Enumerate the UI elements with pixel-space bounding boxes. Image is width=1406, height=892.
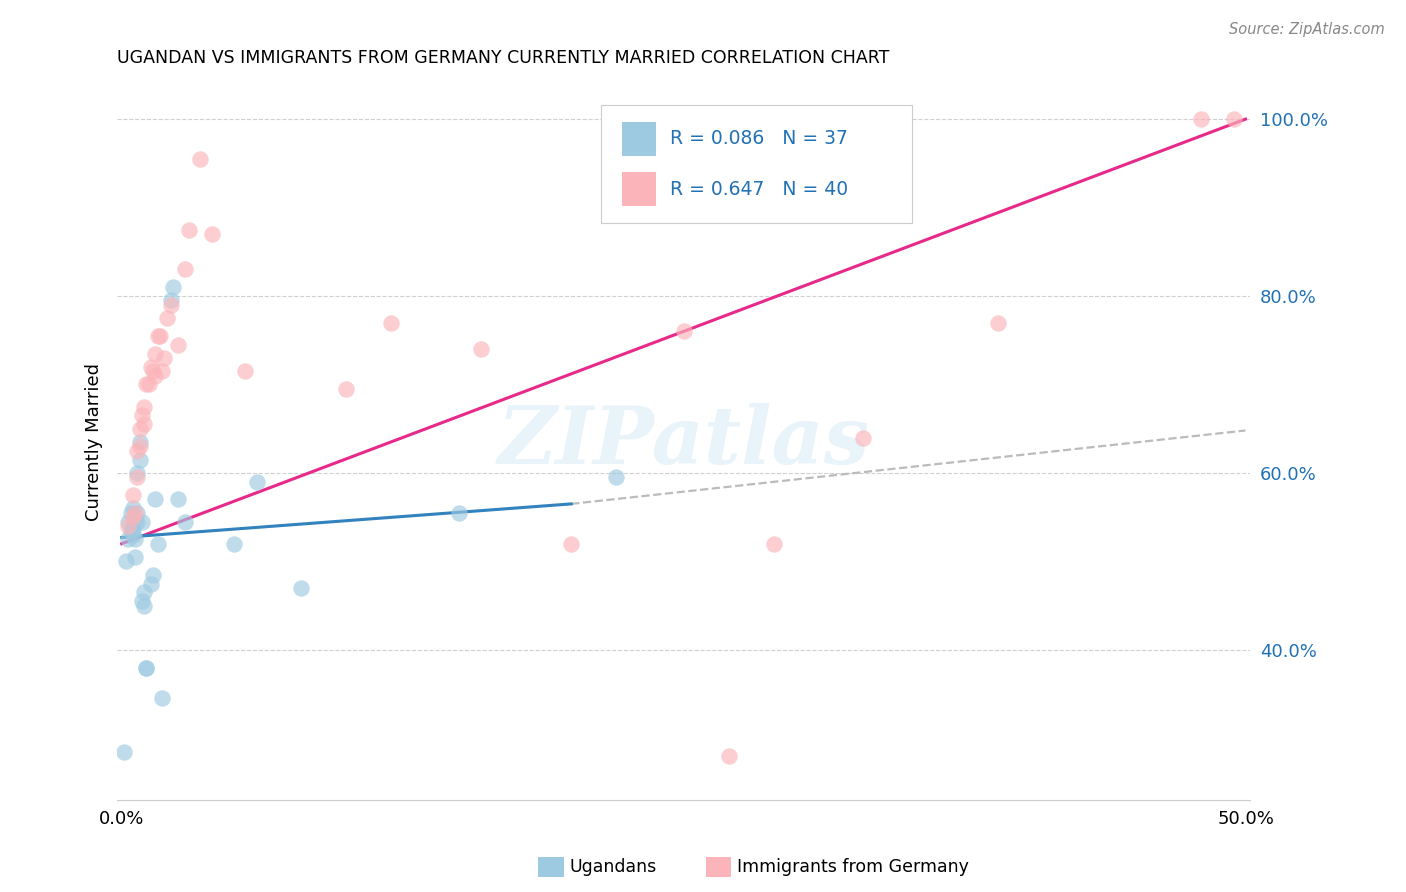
Point [1223, 112, 1246, 127]
Point [131, 594, 153, 608]
Point [153, 351, 176, 365]
Text: UGANDAN VS IMMIGRANTS FROM GERMANY CURRENTLY MARRIED CORRELATION CHART: UGANDAN VS IMMIGRANTS FROM GERMANY CURRE… [117, 49, 890, 67]
Point [135, 377, 157, 392]
Point [145, 368, 167, 383]
Point [173, 515, 195, 529]
Point [122, 501, 145, 516]
Point [122, 528, 145, 542]
Point [245, 475, 267, 489]
Point [131, 515, 153, 529]
FancyBboxPatch shape [623, 172, 657, 206]
Point [124, 549, 146, 564]
Point [560, 537, 582, 551]
Point [605, 470, 627, 484]
Point [134, 599, 156, 613]
Point [117, 533, 139, 547]
Point [290, 581, 312, 595]
Point [335, 382, 357, 396]
Point [167, 337, 190, 351]
Point [138, 377, 160, 392]
Point [162, 280, 184, 294]
Point [124, 515, 146, 529]
Point [987, 316, 1010, 330]
Point [233, 364, 256, 378]
Point [139, 576, 162, 591]
Point [127, 506, 149, 520]
Point [128, 434, 150, 449]
Point [173, 262, 195, 277]
Point [122, 488, 145, 502]
Point [145, 492, 167, 507]
Point [380, 316, 402, 330]
Point [128, 422, 150, 436]
Point [717, 749, 740, 764]
Point [135, 660, 157, 674]
Point [117, 515, 139, 529]
Point [145, 346, 167, 360]
Point [179, 222, 201, 236]
Point [156, 311, 179, 326]
Point [188, 152, 211, 166]
Point [150, 364, 173, 378]
Point [139, 359, 162, 374]
Point [124, 533, 146, 547]
Y-axis label: Currently Married: Currently Married [86, 363, 103, 521]
Point [149, 328, 172, 343]
Point [120, 506, 142, 520]
Point [135, 660, 157, 674]
Point [117, 519, 139, 533]
Point [852, 431, 875, 445]
Point [127, 466, 149, 480]
Point [200, 227, 222, 241]
Point [470, 342, 492, 356]
Text: Immigrants from Germany: Immigrants from Germany [737, 858, 969, 876]
Point [134, 585, 156, 599]
Point [142, 567, 165, 582]
Point [128, 439, 150, 453]
Point [142, 364, 165, 378]
Point [134, 400, 156, 414]
Point [447, 506, 470, 520]
Point [134, 417, 156, 432]
Text: R = 0.647   N = 40: R = 0.647 N = 40 [671, 179, 848, 199]
Point [127, 515, 149, 529]
Point [1189, 112, 1212, 127]
FancyBboxPatch shape [600, 105, 912, 223]
Point [122, 510, 145, 524]
Text: Source: ZipAtlas.com: Source: ZipAtlas.com [1229, 22, 1385, 37]
Point [120, 524, 142, 538]
Point [127, 470, 149, 484]
Point [160, 298, 183, 312]
FancyBboxPatch shape [623, 121, 657, 156]
Point [150, 691, 173, 706]
Point [124, 506, 146, 520]
Text: Ugandans: Ugandans [569, 858, 657, 876]
Point [167, 492, 190, 507]
Point [160, 293, 183, 308]
Point [222, 537, 245, 551]
Point [762, 537, 785, 551]
Point [112, 745, 135, 759]
Point [131, 409, 153, 423]
Text: ZIPatlas: ZIPatlas [498, 403, 870, 481]
Point [115, 554, 138, 568]
Text: R = 0.086   N = 37: R = 0.086 N = 37 [671, 129, 848, 148]
Point [146, 328, 169, 343]
Point [672, 325, 695, 339]
Point [146, 537, 169, 551]
Point [127, 443, 149, 458]
Point [122, 524, 145, 538]
Point [128, 452, 150, 467]
